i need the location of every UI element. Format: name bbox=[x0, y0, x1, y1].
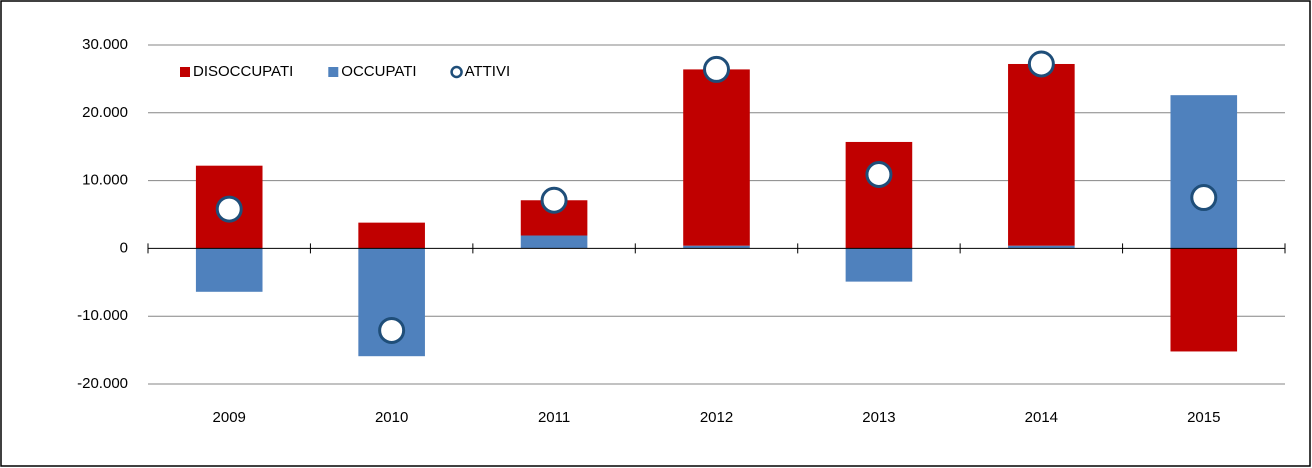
x-tick-label: 2013 bbox=[862, 409, 895, 426]
bar bbox=[520, 235, 588, 249]
y-tick-label: 20.000 bbox=[82, 104, 128, 121]
marker bbox=[1027, 50, 1055, 78]
bar bbox=[358, 222, 425, 249]
x-tick-label: 2012 bbox=[700, 409, 733, 426]
bar bbox=[1008, 63, 1075, 246]
x-tick-label: 2011 bbox=[538, 409, 570, 426]
legend-marker bbox=[450, 65, 463, 79]
legend-label: OCCUPATI bbox=[341, 63, 416, 80]
marker bbox=[378, 316, 406, 344]
y-tick-label: 10.000 bbox=[82, 172, 128, 189]
bar bbox=[195, 248, 263, 292]
legend-swatch bbox=[180, 67, 190, 77]
x-tick-label: 2015 bbox=[1187, 409, 1220, 426]
bar bbox=[1008, 245, 1075, 249]
x-tick-label: 2010 bbox=[375, 409, 408, 426]
bar bbox=[683, 69, 750, 246]
bar bbox=[845, 141, 913, 249]
bar bbox=[1170, 248, 1238, 352]
legend-label: ATTIVI bbox=[465, 63, 511, 80]
bar bbox=[683, 245, 750, 249]
marker bbox=[1190, 184, 1218, 212]
marker bbox=[540, 186, 568, 214]
x-tick-label: 2009 bbox=[213, 409, 246, 426]
marker bbox=[865, 160, 893, 188]
bar bbox=[1170, 95, 1238, 249]
marker bbox=[703, 55, 730, 83]
y-tick-label: 0 bbox=[120, 239, 128, 256]
bar bbox=[845, 248, 913, 282]
legend-label: DISOCCUPATI bbox=[193, 63, 293, 80]
legend-swatch bbox=[328, 67, 339, 77]
y-tick-label: -10.000 bbox=[77, 307, 128, 324]
y-tick-label: -20.000 bbox=[77, 375, 128, 392]
marker bbox=[215, 195, 243, 223]
y-tick-label: 30.000 bbox=[82, 36, 128, 53]
x-tick-label: 2014 bbox=[1025, 409, 1058, 426]
